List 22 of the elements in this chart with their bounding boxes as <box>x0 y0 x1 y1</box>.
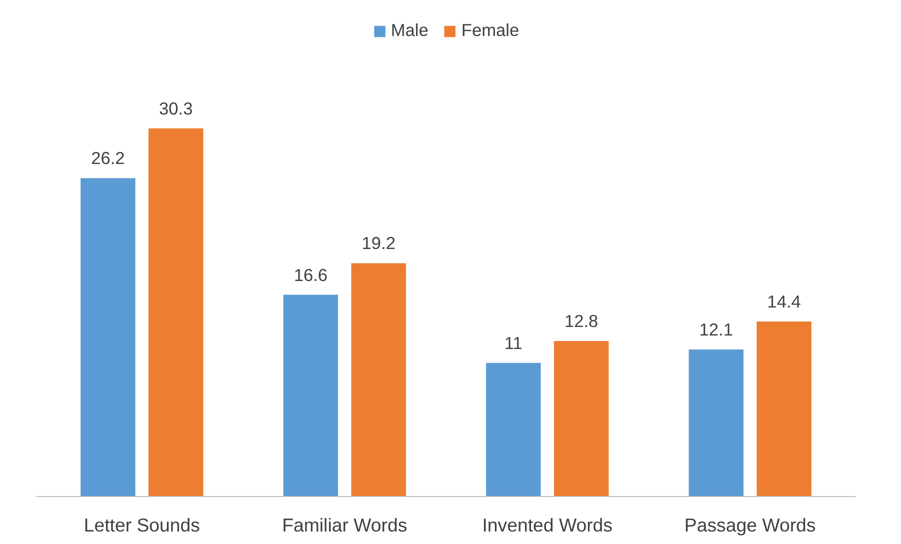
bar <box>80 178 136 496</box>
bar <box>554 340 609 496</box>
x-tick-label: Familiar Words <box>282 514 408 536</box>
data-label: 16.6 <box>294 264 328 285</box>
data-label: 12.1 <box>699 319 733 340</box>
data-label: 26.2 <box>91 148 125 168</box>
bar <box>351 263 406 496</box>
x-tick-label: Letter Sounds <box>84 514 200 536</box>
data-label: 14.4 <box>767 292 802 312</box>
data-label: 30.3 <box>159 98 193 118</box>
bar <box>486 362 541 496</box>
legend-label: Male <box>390 20 428 41</box>
bar <box>756 322 812 496</box>
bar <box>283 294 338 496</box>
bar <box>148 128 204 496</box>
data-label: 19.2 <box>362 233 396 254</box>
data-label: 12.8 <box>564 310 598 331</box>
x-tick-label: Invented Words <box>482 514 613 536</box>
bar <box>688 349 744 496</box>
data-label: 11 <box>504 332 522 353</box>
x-tick-label: Passage Words <box>684 514 816 536</box>
legend-label: Female <box>461 20 520 41</box>
